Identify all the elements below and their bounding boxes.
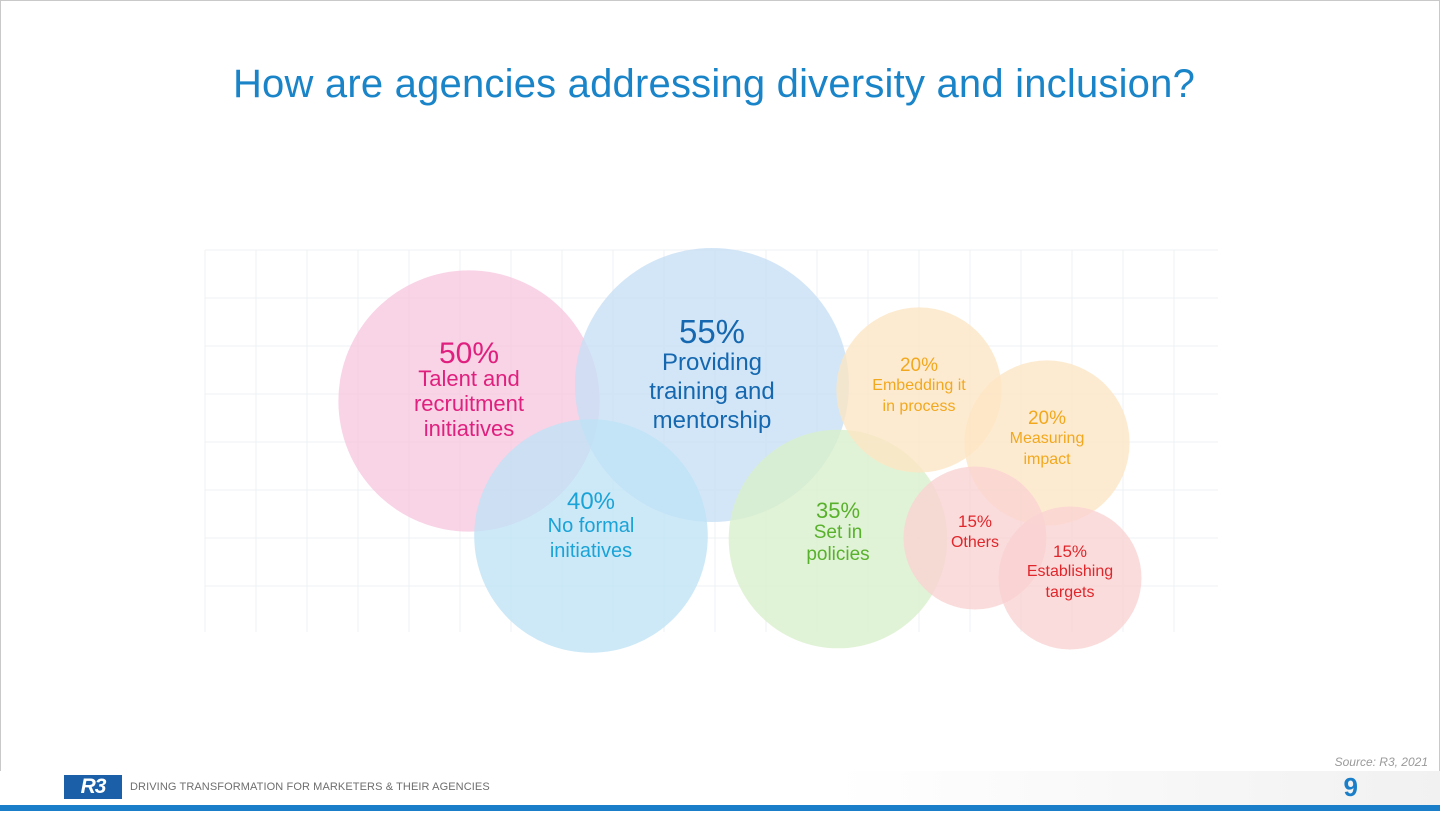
bubble-category-label: Establishing — [1027, 563, 1113, 580]
bubble-value-label: 55% — [679, 313, 745, 350]
bubble-category-label: initiatives — [424, 416, 514, 441]
bubble-value-label: 20% — [900, 355, 938, 376]
bubble-category-label: Set in — [814, 522, 863, 543]
bubble-category-label: training and — [649, 378, 774, 405]
bubble-category-label: Providing — [662, 349, 762, 376]
footer-tagline: DRIVING TRANSFORMATION FOR MARKETERS & T… — [130, 781, 490, 793]
bubble-category-label: in process — [883, 398, 956, 415]
bubble-value-label: 20% — [1028, 408, 1066, 429]
bubble-category-label: recruitment — [414, 391, 524, 416]
bubble-category-label: Others — [951, 534, 999, 551]
page-number: 9 — [1343, 772, 1358, 802]
bubble-category-label: Embedding it — [872, 377, 966, 394]
bubble-value-label: 15% — [958, 512, 992, 531]
bubble-category-label: mentorship — [653, 407, 772, 434]
bubble-category-label: targets — [1046, 584, 1095, 601]
bubble-value-label: 40% — [567, 488, 615, 515]
bubble-category-label: No formal — [548, 515, 635, 537]
source-note: Source: R3, 2021 — [1334, 755, 1428, 769]
bubble — [998, 506, 1142, 650]
slide-title: How are agencies addressing diversity an… — [232, 62, 1196, 106]
bubble — [836, 307, 1002, 473]
bubble — [728, 429, 948, 649]
bubble-value-label: 15% — [1053, 542, 1087, 561]
footer-band — [0, 771, 1440, 805]
bubble-category-label: Talent and — [418, 366, 520, 391]
bubble-category-label: Measuring — [1010, 430, 1085, 447]
bubble-value-label: 35% — [816, 498, 860, 523]
footer-accent-bar — [0, 805, 1440, 811]
bubble — [474, 419, 708, 653]
bubble-category-label: policies — [806, 544, 869, 565]
bubble-category-label: impact — [1023, 451, 1071, 468]
bubble-category-label: initiatives — [550, 540, 632, 562]
bubble-layer: 50%Talent andrecruitmentinitiatives55%Pr… — [338, 248, 1142, 653]
bubble-value-label: 50% — [439, 337, 499, 370]
r3-logo: R3 — [64, 775, 122, 799]
